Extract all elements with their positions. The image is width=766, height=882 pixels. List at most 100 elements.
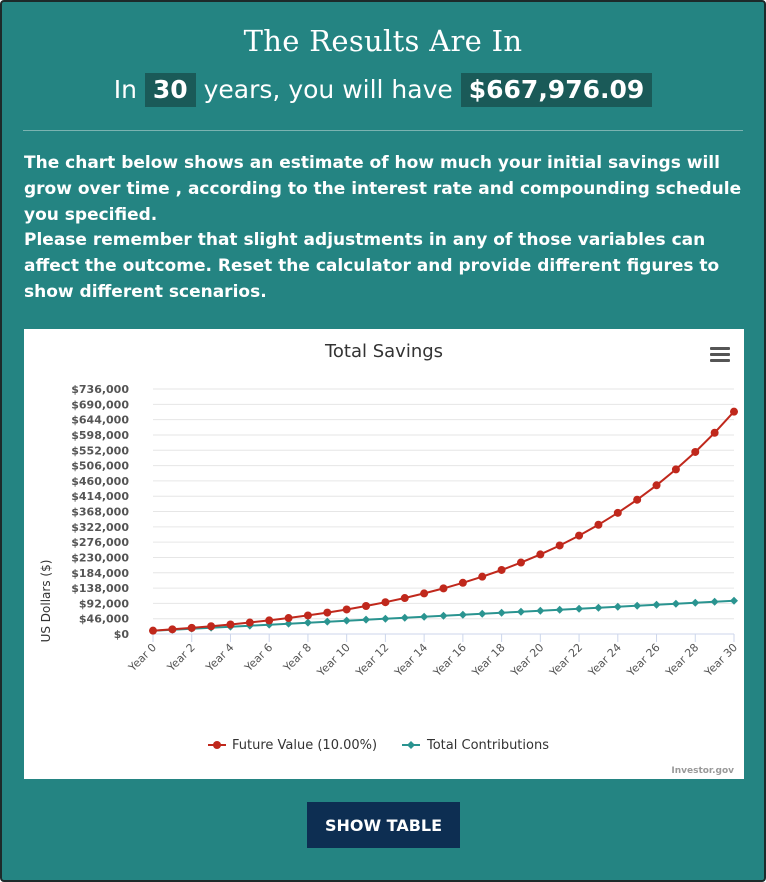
future-value-point[interactable] (284, 614, 293, 623)
contribution-point[interactable] (730, 596, 738, 605)
y-tick-label: $230,000 (71, 551, 129, 564)
contribution-point[interactable] (594, 603, 603, 612)
contribution-point[interactable] (362, 615, 371, 624)
future-value-point[interactable] (149, 626, 157, 635)
contribution-point[interactable] (478, 609, 487, 618)
contribution-point[interactable] (633, 601, 642, 610)
future-value-point[interactable] (323, 608, 332, 617)
y-axis-label: US Dollars ($) (39, 560, 53, 643)
future-value-point[interactable] (671, 465, 680, 474)
y-tick-label: $460,000 (71, 475, 129, 488)
future-value-point[interactable] (516, 558, 525, 567)
contribution-point[interactable] (342, 616, 351, 625)
future-value-point[interactable] (400, 594, 409, 603)
future-value-point[interactable] (555, 541, 564, 550)
future-value-point[interactable] (691, 447, 700, 456)
contribution-point[interactable] (516, 607, 525, 616)
contribution-point[interactable] (420, 612, 429, 621)
future-value-point[interactable] (362, 601, 371, 610)
x-tick-label: Year 16 (430, 641, 469, 680)
x-tick-label: Year 4 (203, 641, 237, 675)
x-tick-label: Year 12 (353, 641, 392, 680)
results-title: The Results Are In (243, 24, 523, 58)
future-value-point[interactable] (226, 620, 235, 629)
future-value-point[interactable] (245, 618, 254, 627)
series-future-value (149, 407, 738, 635)
future-value-point[interactable] (420, 589, 429, 598)
future-value-point[interactable] (497, 565, 506, 574)
reminder-paragraph: Please remember that slight adjustments … (24, 230, 720, 302)
contribution-point[interactable] (439, 611, 448, 620)
x-tick-label: Year 0 (125, 641, 159, 675)
chart-title: Total Savings (324, 341, 443, 362)
chart-legend: Future Value (10.00%) Total Contribution… (208, 738, 549, 753)
contribution-point[interactable] (303, 618, 312, 627)
contribution-point[interactable] (458, 610, 467, 619)
contribution-point[interactable] (613, 602, 622, 611)
future-value-point[interactable] (613, 508, 622, 517)
series-line (152, 410, 735, 632)
y-axis-ticks: $0 $46,000 $92,000 $138,000 $184,000 $230,000… (71, 383, 129, 641)
y-tick-label: $322,000 (71, 521, 129, 534)
y-tick-label: $0 (114, 628, 130, 641)
future-value-point[interactable] (633, 495, 642, 504)
hamburger-menu-icon[interactable] (710, 347, 730, 362)
contribution-point[interactable] (381, 614, 390, 623)
legend-contrib-label: Total Contributions (426, 738, 549, 753)
x-tick-label: Year 26 (624, 641, 663, 680)
future-value-point[interactable] (478, 572, 487, 581)
future-value-point[interactable] (575, 531, 584, 540)
y-tick-label: $506,000 (71, 460, 129, 473)
contribution-point[interactable] (575, 604, 584, 613)
contribution-point[interactable] (536, 606, 545, 615)
contribution-point[interactable] (671, 599, 680, 608)
x-tick-label: Year 14 (392, 641, 431, 680)
contribution-point[interactable] (555, 605, 564, 614)
summary-prefix: In (113, 75, 137, 104)
y-tick-label: $138,000 (71, 582, 129, 595)
series-layer (149, 407, 738, 635)
x-tick-label: Year 6 (242, 641, 276, 675)
future-value-point[interactable] (303, 611, 312, 620)
future-value-point[interactable] (207, 622, 216, 631)
future-value-point[interactable] (710, 428, 719, 437)
chart-credit[interactable]: Investor.gov (671, 766, 734, 776)
y-tick-label: $276,000 (71, 536, 129, 549)
y-tick-label: $92,000 (79, 597, 129, 610)
contribution-point[interactable] (652, 600, 661, 609)
contribution-point[interactable] (400, 613, 409, 622)
contribution-point[interactable] (691, 598, 700, 607)
legend-future-marker (213, 741, 221, 749)
y-tick-label: $552,000 (71, 444, 129, 457)
legend-item-total-contributions[interactable]: Total Contributions (402, 738, 549, 753)
future-value-point[interactable] (265, 616, 274, 625)
future-value-point[interactable] (342, 605, 351, 614)
future-value-point[interactable] (652, 481, 661, 490)
contribution-point[interactable] (323, 617, 332, 626)
y-tick-label: $184,000 (71, 567, 129, 580)
future-value-point[interactable] (187, 623, 196, 632)
x-tick-label: Year 18 (469, 641, 508, 680)
x-tick-label: Year 30 (701, 641, 740, 680)
y-tick-label: $598,000 (71, 429, 129, 442)
future-value-point[interactable] (594, 520, 603, 529)
future-value-point[interactable] (168, 625, 177, 634)
x-tick-label: Year 10 (314, 641, 353, 680)
contribution-point[interactable] (497, 608, 506, 617)
future-value-point[interactable] (439, 584, 448, 593)
legend-future-label: Future Value (10.00%) (232, 738, 377, 753)
future-value-point[interactable] (536, 550, 545, 559)
future-value-point[interactable] (381, 598, 390, 607)
chart-canvas: Total Savings US Dollars ($) $0 $46,000 $9… (39, 341, 740, 776)
future-value-point[interactable] (730, 407, 738, 416)
x-tick-label: Year 22 (546, 641, 585, 680)
future-value-point[interactable] (458, 578, 467, 587)
contribution-point[interactable] (265, 620, 274, 629)
show-table-button[interactable]: SHOW TABLE (307, 802, 460, 848)
contribution-point[interactable] (284, 619, 293, 628)
legend-item-future-value[interactable]: Future Value (10.00%) (208, 738, 377, 753)
results-summary: In 30 years, you will have $667,976.09 (2, 73, 764, 107)
years-highlight: 30 (144, 73, 196, 107)
contribution-point[interactable] (710, 597, 719, 606)
